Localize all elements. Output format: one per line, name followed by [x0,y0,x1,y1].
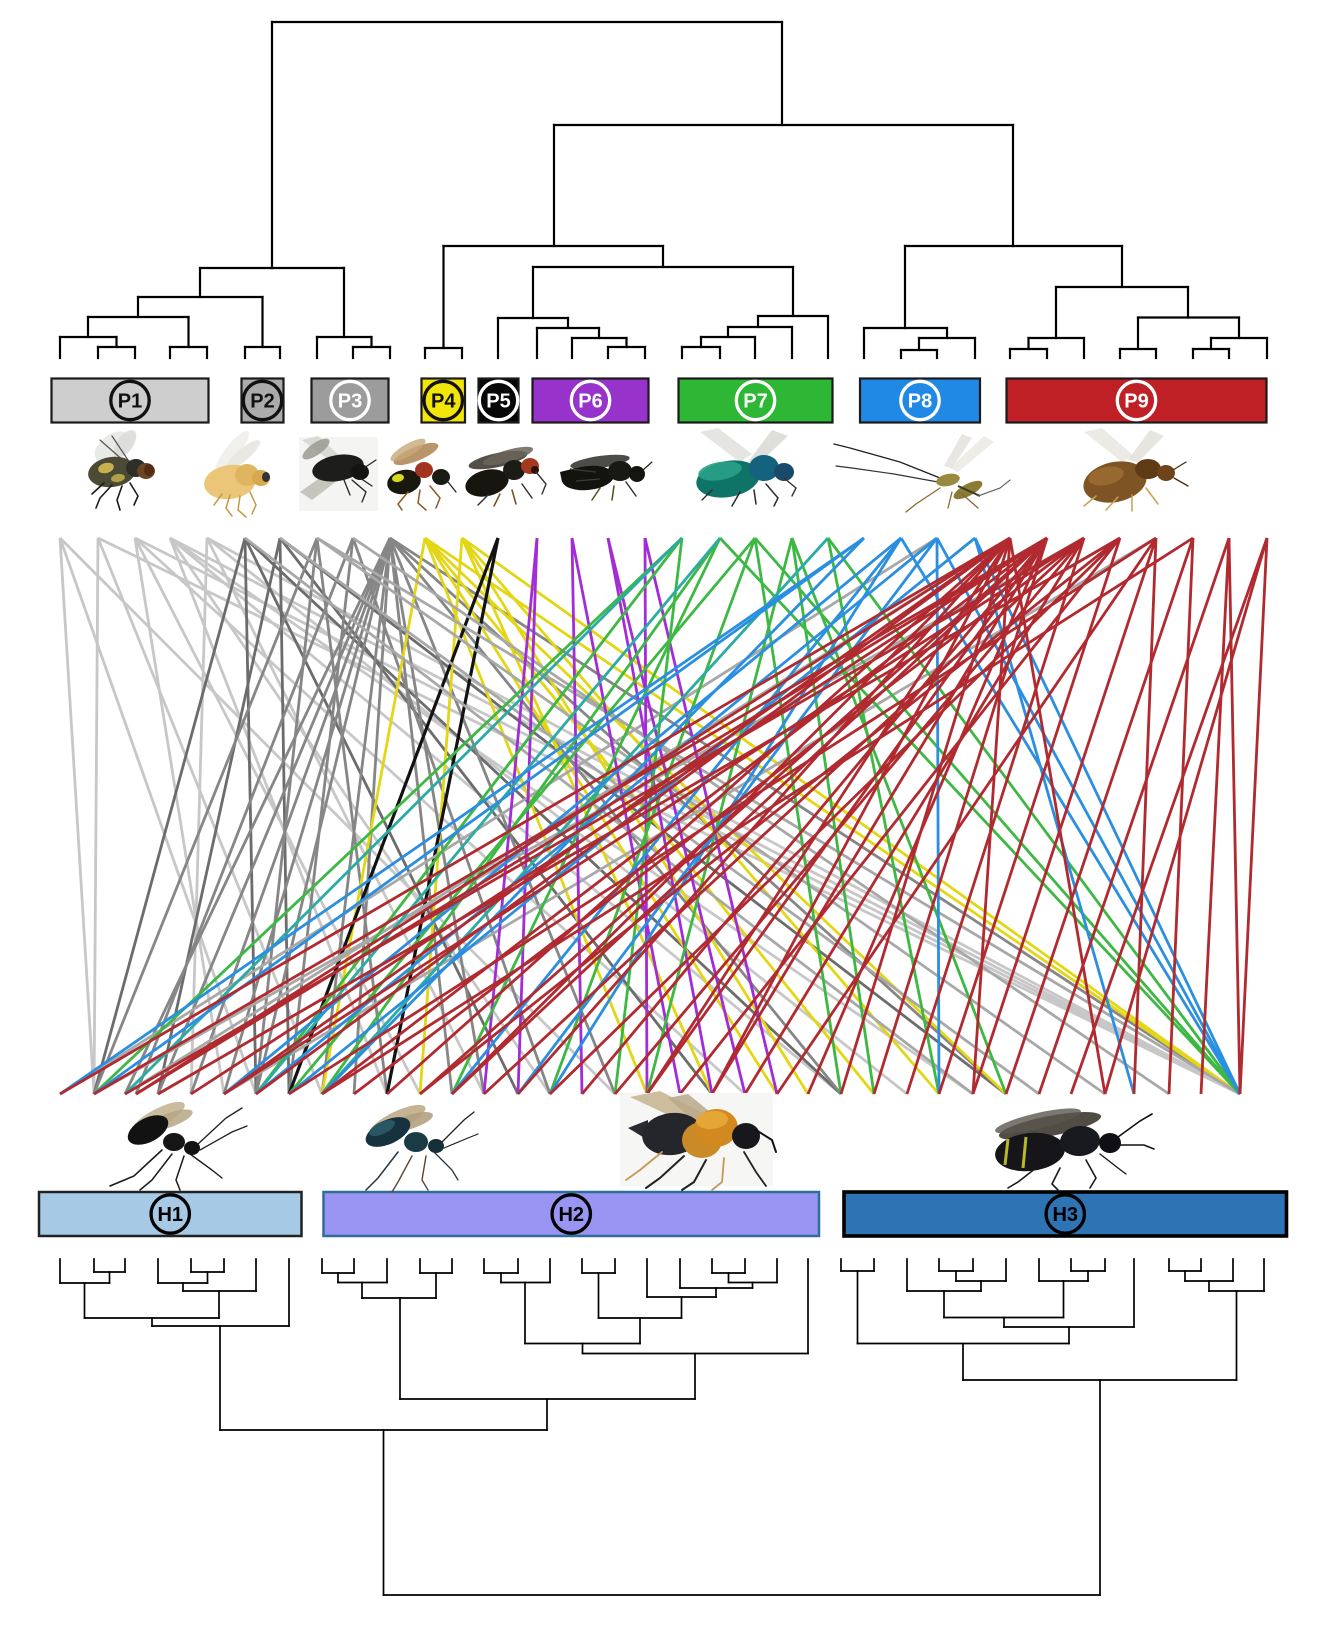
svg-text:P1: P1 [118,391,142,413]
svg-text:H2: H2 [558,1204,584,1226]
svg-text:H3: H3 [1052,1204,1078,1226]
svg-text:P4: P4 [431,391,456,413]
svg-text:P9: P9 [1124,391,1148,413]
svg-text:P2: P2 [250,391,274,413]
svg-text:P7: P7 [743,391,767,413]
svg-text:P3: P3 [338,391,362,413]
svg-text:H1: H1 [157,1204,183,1226]
svg-text:P8: P8 [908,391,932,413]
svg-text:P6: P6 [578,391,602,413]
svg-text:P5: P5 [486,391,510,413]
